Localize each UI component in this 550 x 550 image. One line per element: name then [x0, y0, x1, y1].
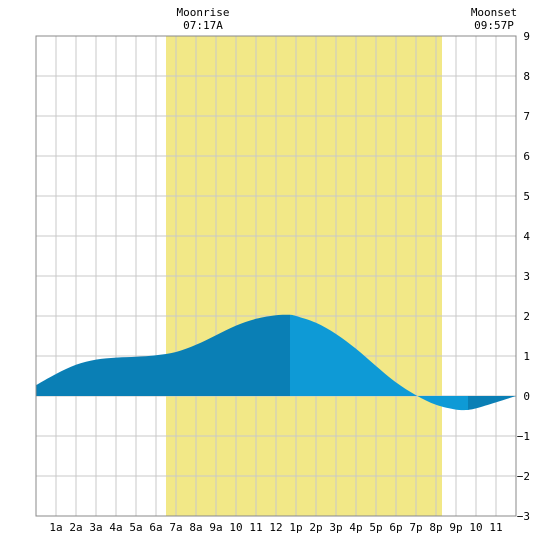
x-tick-label: 6p: [389, 521, 402, 534]
x-tick-label: 2a: [69, 521, 82, 534]
x-tick-label: 5p: [369, 521, 382, 534]
moonrise-label: Moonrise: [177, 6, 230, 19]
x-tick-label: 8a: [189, 521, 202, 534]
y-tick-label: 1: [523, 350, 530, 363]
moonset-label: Moonset: [471, 6, 517, 19]
y-tick-label: 5: [523, 190, 530, 203]
x-tick-label: 4p: [349, 521, 362, 534]
y-tick-label: 0: [523, 390, 530, 403]
y-tick-label: −1: [517, 430, 530, 443]
x-tick-label: 3a: [89, 521, 102, 534]
y-tick-label: 7: [523, 110, 530, 123]
x-tick-label: 7p: [409, 521, 422, 534]
x-tick-label: 11: [489, 521, 502, 534]
tide-area-rising: [468, 396, 516, 410]
tide-area-falling: [290, 314, 468, 411]
y-axis-tick-labels: −3 −2 −1 0 1 2 3 4 5 6 7 8 9: [517, 30, 531, 523]
x-tick-label: 2p: [309, 521, 322, 534]
grid-lines: [35, 35, 517, 517]
x-tick-label: 4a: [109, 521, 122, 534]
y-tick-label: 8: [523, 70, 530, 83]
x-tick-label: 1p: [289, 521, 302, 534]
plot-frame: [35, 35, 517, 517]
y-tick-label: 3: [523, 270, 530, 283]
x-tick-label: 10: [229, 521, 242, 534]
y-tick-label: 2: [523, 310, 530, 323]
x-tick-label: 1a: [49, 521, 62, 534]
y-tick-label: −2: [517, 470, 530, 483]
moonrise-time: 07:17A: [183, 19, 223, 32]
y-tick-label: −3: [517, 510, 530, 523]
tide-area-rising: [36, 314, 290, 396]
x-tick-label: 9a: [209, 521, 222, 534]
y-tick-label: 9: [523, 30, 530, 43]
x-tick-label: 9p: [449, 521, 462, 534]
x-tick-label: 7a: [169, 521, 182, 534]
x-tick-label: 8p: [429, 521, 442, 534]
moonset-time: 09:57P: [474, 19, 514, 32]
x-tick-label: 10: [469, 521, 482, 534]
x-tick-label: 6a: [149, 521, 162, 534]
x-tick-label: 5a: [129, 521, 142, 534]
x-tick-label: 11: [249, 521, 262, 534]
x-tick-label: 3p: [329, 521, 342, 534]
x-tick-label: 12: [269, 521, 282, 534]
y-tick-label: 4: [523, 230, 530, 243]
y-tick-label: 6: [523, 150, 530, 163]
x-axis-tick-labels: 1a 2a 3a 4a 5a 6a 7a 8a 9a 10 11 12 1p 2p 3p 4p 5p 6p 7p 8p…: [49, 521, 502, 534]
tide-area: [36, 314, 516, 411]
